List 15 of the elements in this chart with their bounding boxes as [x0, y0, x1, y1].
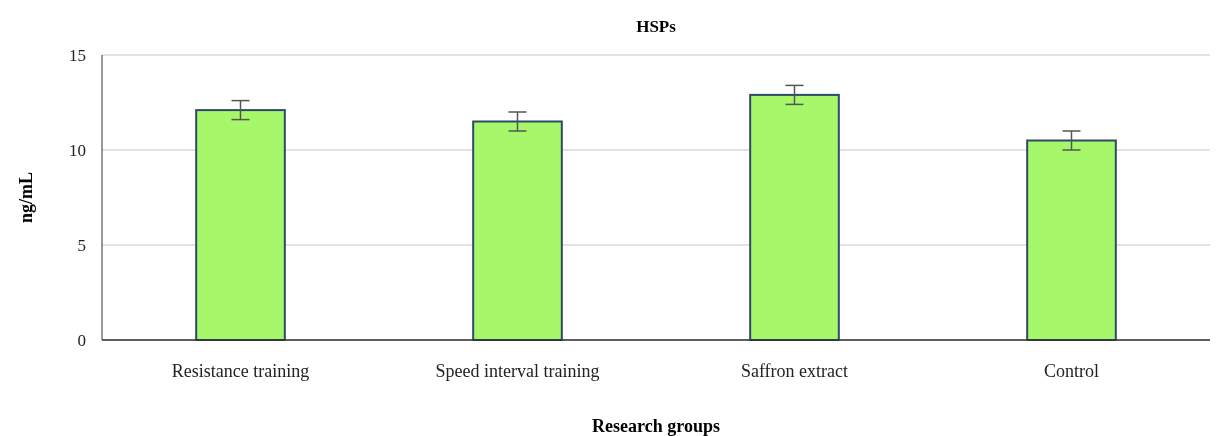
x-tick-label: Resistance training: [171, 361, 310, 381]
bar: [1026, 139, 1117, 341]
y-tick-label: 0: [77, 330, 86, 350]
x-axis-title: Research groups: [592, 416, 720, 436]
x-tick-label: Speed interval training: [435, 361, 600, 381]
y-tick-label: 5: [77, 235, 86, 255]
y-tick-label: 15: [69, 45, 86, 65]
x-tick-label: Control: [1043, 361, 1100, 381]
y-axis-title: ng/mL: [16, 171, 36, 224]
x-tick-label: Saffron extract: [740, 361, 849, 381]
chart-title: HSPs: [636, 17, 677, 36]
y-tick-label: 10: [69, 140, 86, 160]
bar: [472, 120, 563, 341]
bar: [749, 93, 840, 341]
bar: [195, 109, 286, 341]
